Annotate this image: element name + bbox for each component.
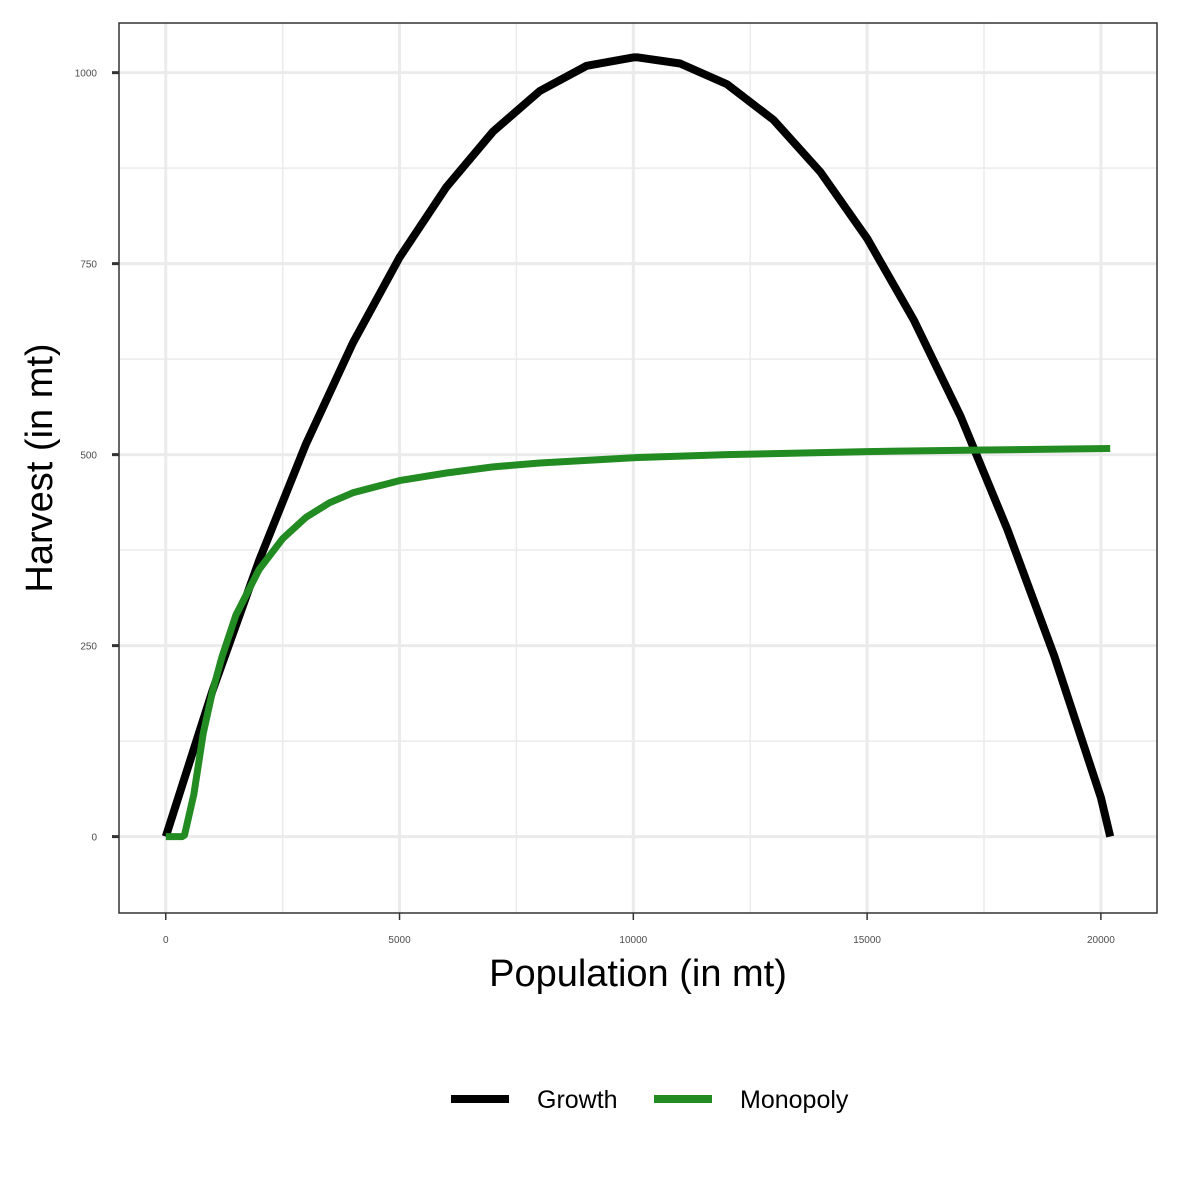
legend-label-growth: Growth: [537, 1086, 618, 1114]
y-tick-label: 750: [80, 260, 97, 271]
axes: 0 5000 10000 15000 20000 0 250 500 750 1000: [75, 69, 1115, 946]
y-tick-label: 500: [80, 451, 97, 462]
legend-label-monopoly: Monopoly: [740, 1086, 849, 1114]
y-tick-label: 1000: [75, 69, 98, 80]
y-axis-title: Harvest (in mt): [19, 343, 61, 592]
y-tick-label: 250: [80, 642, 97, 653]
x-axis-title: Population (in mt): [489, 953, 787, 995]
series-line-monopoly: [165, 445, 1111, 841]
x-tick-label: 5000: [388, 935, 411, 946]
grid: [119, 23, 1157, 913]
x-tick-label: 0: [163, 935, 169, 946]
series-lines: [161, 53, 1115, 841]
plot-panel-border: [118, 22, 1158, 914]
x-tick-label: 20000: [1087, 935, 1115, 946]
y-tick-label: 0: [91, 833, 97, 844]
series-line-growth: [161, 53, 1115, 838]
legend: Growth Monopoly: [451, 1086, 849, 1114]
x-tick-label: 10000: [619, 935, 647, 946]
x-tick-label: 15000: [853, 935, 881, 946]
